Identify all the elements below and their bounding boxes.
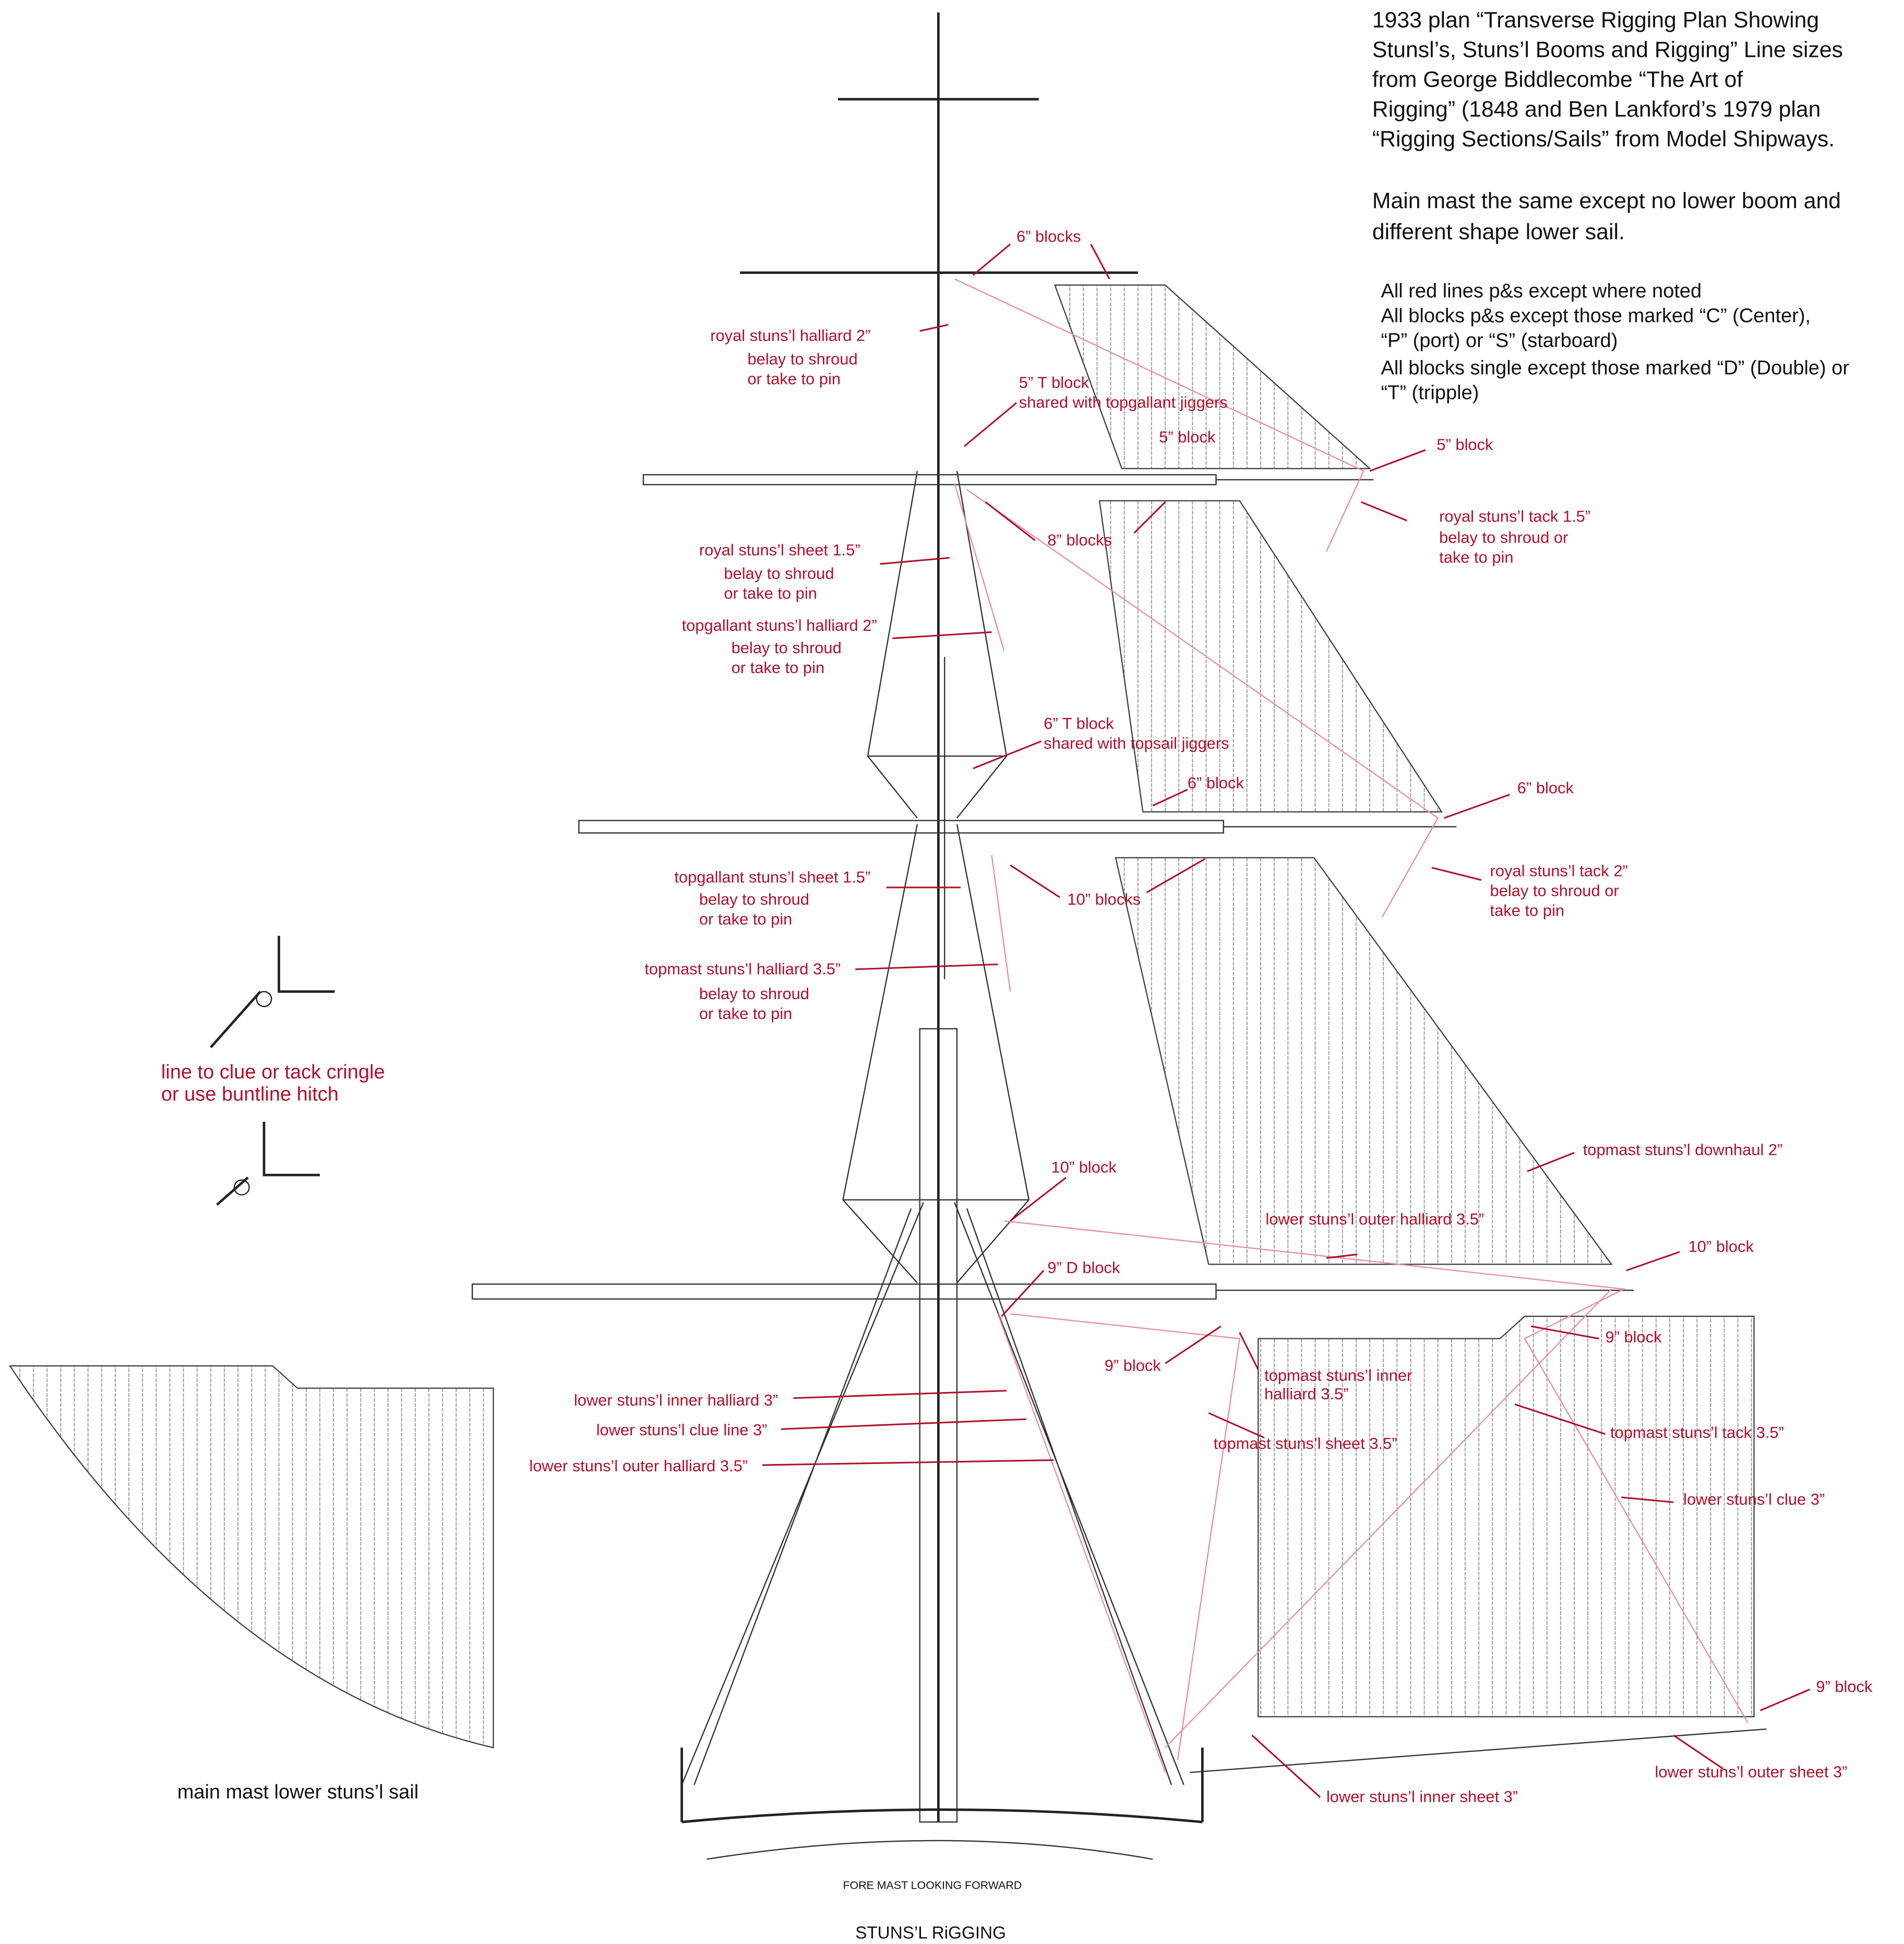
rigging-label: lower stuns’l outer sheet 3”: [1655, 1763, 1847, 1781]
rigging-label: topmast stuns’l downhaul 2”: [1583, 1141, 1783, 1159]
notes: 1933 plan “Transverse Rigging Plan Showi…: [1372, 7, 1850, 404]
rigging-label: topgallant stuns’l sheet 1.5”: [674, 868, 870, 886]
rigging-label: 6” block: [1517, 778, 1574, 797]
rigging-label: lower stuns’l inner halliard 3”: [574, 1391, 778, 1409]
rigging-label: 5” T block: [1019, 374, 1089, 392]
rigging-label: shared with topgallant jiggers: [1019, 393, 1228, 412]
note-line: from George Biddlecombe “The Art of: [1372, 67, 1743, 92]
rigging-label: lower stuns’l outer halliard 3.5”: [529, 1457, 748, 1475]
rigging-label: royal stuns’l halliard 2”: [710, 326, 870, 344]
rigging-label: 8” blocks: [1047, 531, 1112, 549]
note-line: All blocks p&s except those marked “C” (…: [1381, 305, 1811, 327]
rigging-label: 9” block: [1816, 1677, 1873, 1696]
shrouds: [843, 824, 1028, 1283]
rigging-label: belay to shroud: [724, 564, 834, 582]
rigging-label: royal stuns’l sheet 1.5”: [699, 541, 860, 559]
main-lower-stunsl: [10, 1366, 494, 1748]
rigging-label: 6” blocks: [1016, 227, 1081, 245]
rigging-label: belay to shroud: [748, 350, 858, 368]
rigging-label: topgallant stuns’l halliard 2”: [682, 616, 877, 634]
note-line: All red lines p&s except where noted: [1381, 280, 1702, 302]
sails: [10, 285, 1754, 1747]
rigging-label: take to pin: [1490, 902, 1564, 920]
rigging-label: or take to pin: [732, 658, 825, 677]
knot-icon: [257, 992, 272, 1007]
rigging-label: 6” T block: [1044, 714, 1114, 733]
caption: main mast lower stuns’l sail: [177, 1781, 418, 1803]
knot-icon: [211, 936, 335, 1048]
rigging-label: lower stuns’l inner sheet 3”: [1326, 1787, 1518, 1806]
rigging-label: 6” block: [1188, 774, 1244, 792]
rigging-label: belay to shroud: [732, 639, 842, 657]
rigging-label: or take to pin: [699, 910, 793, 928]
rigging-label: line to clue or tack cringle: [161, 1061, 385, 1083]
rigging-label: shared with topsail jiggers: [1044, 734, 1229, 752]
note-line: All blocks single except those marked “D…: [1381, 357, 1849, 379]
rigging-label: topmast stuns’l inner: [1264, 1366, 1412, 1384]
rigging-label: royal stuns’l tack 1.5”: [1439, 507, 1590, 525]
yard: [643, 475, 1216, 485]
note-line: 1933 plan “Transverse Rigging Plan Showi…: [1372, 7, 1819, 32]
shrouds: [682, 1202, 1184, 1785]
rigging-label: 5” block: [1436, 435, 1493, 453]
rigging-label: 10” blocks: [1067, 890, 1141, 908]
rigging-label: or use buntline hitch: [161, 1084, 339, 1106]
note-line: Rigging” (1848 and Ben Lankford’s 1979 p…: [1372, 97, 1821, 122]
note-line: “P” (port) or “S” (starboard): [1381, 330, 1618, 352]
rigging-label: belay to shroud: [699, 985, 809, 1003]
rigging-label: 5” block: [1159, 428, 1216, 446]
rigging-label: topmast stuns’l sheet 3.5”: [1214, 1434, 1397, 1453]
rigging-label: halliard 3.5”: [1264, 1385, 1348, 1403]
rigging-label: 9” block: [1105, 1356, 1161, 1374]
note-line: Main mast the same except no lower boom …: [1372, 188, 1841, 213]
rigging-label: or take to pin: [699, 1004, 793, 1023]
rigging-label: belay to shroud or: [1439, 529, 1568, 547]
diagram: 1933 plan “Transverse Rigging Plan Showi…: [0, 0, 1904, 1944]
rigging-label: lower stuns’l clue 3”: [1683, 1490, 1825, 1508]
knot-icon: [217, 1122, 320, 1205]
rigging-label: 9” D block: [1047, 1258, 1120, 1277]
rigging-label: 9” block: [1605, 1328, 1662, 1346]
rigging-label: or take to pin: [748, 369, 841, 388]
hull: [682, 1748, 1203, 1822]
rigging-label: lower stuns’l outer halliard 3.5”: [1266, 1210, 1484, 1228]
yard: [579, 821, 1223, 833]
topgallant-stunsl: [1099, 501, 1442, 812]
caption: FORE MAST LOOKING FORWARD: [843, 1879, 1022, 1892]
rigging-label: or take to pin: [724, 584, 817, 602]
yard: [472, 1284, 1216, 1299]
rigging-label: 10” block: [1051, 1158, 1117, 1176]
caption-title: STUNS’L RiGGING: [855, 1924, 1006, 1943]
rigging-label: take to pin: [1439, 548, 1513, 567]
rigging-label: 10” block: [1689, 1237, 1754, 1255]
hull: [706, 1841, 1153, 1859]
rigging-label: topmast stuns’l halliard 3.5”: [644, 959, 841, 978]
note-line: Stunsl’s, Stuns’l Booms and Rigging” Lin…: [1372, 37, 1843, 62]
note-line: different shape lower sail.: [1372, 220, 1625, 245]
rigging-label: belay to shroud or: [1490, 882, 1619, 900]
note-line: “T” (tripple): [1381, 382, 1479, 404]
rigging-label: belay to shroud: [699, 890, 809, 908]
rigging-label: royal stuns’l tack 2”: [1490, 862, 1628, 880]
rigging-label: lower stuns’l clue line 3”: [596, 1421, 768, 1439]
note-line: “Rigging Sections/Sails” from Model Ship…: [1372, 126, 1835, 151]
rigging-label: topmast stuns’l tack 3.5”: [1610, 1423, 1784, 1442]
